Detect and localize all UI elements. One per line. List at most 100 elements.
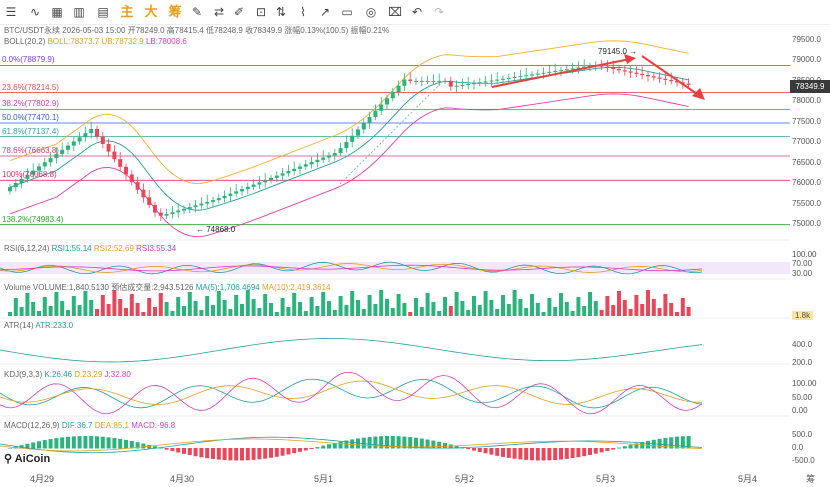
volume-label: Volume VOLUME:1,840.5130 预估成交量:2,943.512… [4, 282, 330, 293]
polyline-icon[interactable]: ⌇ [300, 5, 306, 19]
macd-bar [321, 445, 326, 449]
fib-label: 38.2%(77802.9) [2, 99, 59, 109]
up-trend-arrow [491, 58, 631, 88]
macd-bar [350, 439, 355, 449]
macd-bar [512, 448, 517, 459]
candle-body [42, 162, 47, 167]
candle-body [332, 153, 337, 156]
macd-axis-neg500: -500.0 [792, 456, 815, 465]
volume-bar [257, 308, 262, 316]
volume-bar [477, 305, 482, 316]
volume-bar [634, 295, 639, 316]
volume-bar [129, 294, 134, 316]
price-axis-label: 76500.0 [792, 157, 821, 167]
target-icon[interactable]: ◎ [365, 5, 377, 19]
macd-bar [222, 448, 227, 461]
volume-bar [83, 291, 88, 316]
volume-bar [153, 307, 157, 316]
candle-body [89, 128, 94, 134]
arrow-tool-icon[interactable]: ↗ [319, 5, 331, 19]
macd-bar [124, 439, 128, 449]
macd-bar [141, 443, 146, 449]
candle-body [135, 182, 140, 190]
big-order-button[interactable]: 大 [144, 4, 158, 19]
indicator-icon[interactable]: ∿ [29, 5, 41, 19]
chart-area[interactable] [0, 24, 790, 464]
candle-body [669, 79, 674, 82]
redo-icon[interactable]: ↷ [433, 5, 445, 19]
chip-button[interactable]: 筹 [168, 4, 182, 19]
candle-body [373, 110, 378, 117]
text-tool-icon[interactable]: ▭ [341, 5, 353, 19]
macd-bar [680, 436, 685, 449]
volume-bar [622, 300, 627, 316]
compare-icon[interactable]: ⇄ [213, 5, 225, 19]
candle-body [112, 151, 117, 160]
macd-bar [669, 437, 674, 449]
macd-bar [559, 448, 563, 460]
macd-bar [205, 448, 210, 459]
atr-value: ATR:233.0 [35, 321, 74, 330]
macd-bar [37, 441, 41, 449]
candle-body [234, 191, 239, 194]
volume-bar [419, 307, 424, 316]
low-value: 78248.9 [213, 26, 243, 35]
ruler-icon[interactable]: ⇅ [275, 5, 287, 19]
atr-axis-200: 200.0 [792, 358, 813, 367]
volume-bar [512, 290, 517, 316]
volume-bar [570, 311, 575, 316]
high-value: 78415.4 [174, 26, 204, 35]
volume-name: Volume [4, 283, 31, 292]
candle-body [524, 75, 529, 77]
volume-bar [234, 295, 239, 316]
sub-panels [0, 239, 790, 461]
volume-bar [593, 301, 598, 316]
undo-icon[interactable]: ↶ [411, 5, 423, 19]
candle-body [541, 72, 546, 74]
macd-bar [506, 448, 511, 458]
candle-body [408, 79, 413, 81]
volume-bar [390, 308, 395, 316]
macd-bar [158, 447, 163, 449]
layout-icon[interactable]: ▥ [73, 5, 85, 19]
chart-type-icon[interactable]: ▤ [97, 5, 109, 19]
menu-icon[interactable]: ☰ [5, 5, 17, 19]
rsi2-line [0, 263, 703, 273]
fib-label: 78.6%(76663.8) [2, 145, 59, 155]
volume-bar [112, 290, 117, 316]
main-chart-button[interactable]: 主 [120, 4, 134, 19]
volume-bar [280, 298, 285, 316]
current-price-tag: 78349.9 [790, 80, 830, 93]
macd-bar [518, 448, 523, 460]
change-label: 涨幅 [284, 26, 301, 35]
shape-icon[interactable]: ⊡ [255, 5, 267, 19]
macd-bar [547, 448, 552, 461]
candle-body [385, 98, 389, 105]
chip-corner-button[interactable]: 筹 [806, 474, 816, 484]
macd-bar [495, 448, 500, 456]
candle-body [13, 183, 18, 188]
macd-bar [54, 438, 59, 449]
atr-label: ATR(14) ATR:233.0 [4, 321, 73, 330]
grid-icon[interactable]: ▦ [51, 5, 63, 19]
candle-body [228, 193, 233, 196]
pen-icon[interactable]: ✐ [233, 5, 245, 19]
candle-body [106, 143, 111, 152]
macd-bar [263, 448, 268, 459]
draw-icon[interactable]: ✎ [191, 5, 203, 19]
volume-bar [13, 298, 18, 316]
macd-bar [628, 444, 633, 449]
macd-bar [251, 448, 256, 460]
rsi-band [0, 262, 790, 274]
lock-icon[interactable]: ⌧ [388, 5, 402, 19]
volume-bar [222, 300, 227, 316]
macd-bar [129, 441, 134, 449]
rsi-axis-70: 70.00 [792, 259, 813, 268]
volume-bar [141, 312, 146, 316]
aicoin-logo: ⚲ AiCoin [4, 453, 51, 465]
macd-bar [338, 441, 343, 449]
volume-bar [640, 304, 645, 316]
volume-bar [646, 290, 650, 316]
macd-bar [379, 436, 384, 449]
volume-bar [95, 309, 99, 316]
